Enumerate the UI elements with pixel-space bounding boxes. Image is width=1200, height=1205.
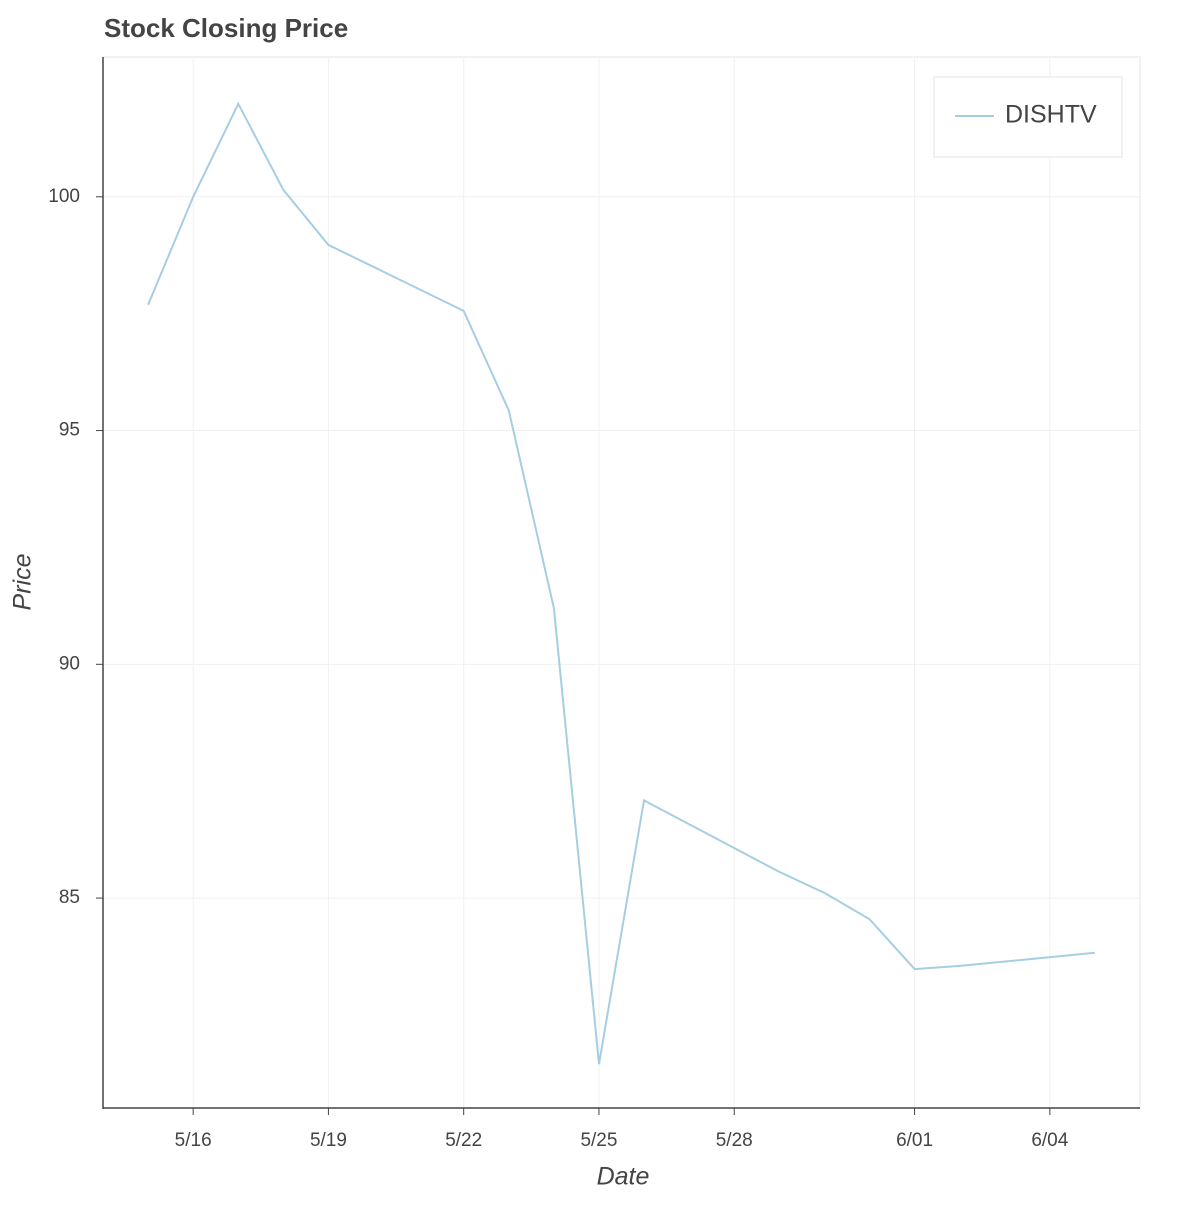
y-tick-label: 100 [48, 186, 80, 207]
y-tick-label: 90 [59, 653, 80, 674]
y-tick-label: 95 [59, 420, 80, 441]
data-line [147, 101, 1095, 1065]
x-tick-label: 5/19 [310, 1130, 347, 1151]
plot-frame [102, 56, 1141, 1109]
x-tick-label: 6/01 [896, 1130, 933, 1151]
y-axis-label: Price [9, 554, 37, 611]
y-tick-label: 85 [59, 887, 80, 908]
x-tick-label: 5/16 [175, 1130, 212, 1151]
legend-label: DISHTV [1005, 101, 1097, 129]
x-tick-label: 6/04 [1031, 1130, 1068, 1151]
x-tick-label: 5/28 [716, 1130, 753, 1151]
x-tick-label: 5/25 [580, 1130, 617, 1151]
x-tick-label: 5/22 [445, 1130, 482, 1151]
x-axis-label: Date [597, 1163, 650, 1191]
chart-title: Stock Closing Price [104, 13, 348, 43]
